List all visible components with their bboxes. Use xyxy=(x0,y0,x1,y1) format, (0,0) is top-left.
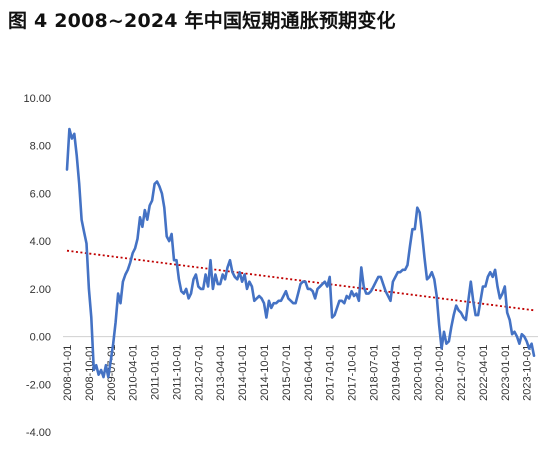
x-tick-label: 2016-04-01 xyxy=(303,345,315,401)
x-tick-label: 2023-01-01 xyxy=(500,345,512,401)
y-tick-label: 6.00 xyxy=(30,188,51,200)
x-tick-label: 2017-01-01 xyxy=(325,345,337,401)
x-tick-label: 2015-07-01 xyxy=(281,345,293,401)
x-tick-label: 2020-10-01 xyxy=(434,345,446,401)
x-tick-label: 2012-07-01 xyxy=(193,345,205,401)
x-tick-label: 2019-04-01 xyxy=(390,345,402,401)
x-axis-ticks: 2008-01-01 2008-10-01 2009-07-01 2010-04-01… xyxy=(62,345,534,401)
x-tick-label: 2011-10-01 xyxy=(171,345,183,400)
y-tick-label: -4.00 xyxy=(26,427,51,439)
x-tick-label: 2017-10-01 xyxy=(347,345,359,401)
x-tick-label: 2008-01-01 xyxy=(62,345,74,401)
x-tick-label: 2014-10-01 xyxy=(259,345,271,401)
x-tick-label: 2010-04-01 xyxy=(128,345,140,401)
y-tick-label: 2.00 xyxy=(30,284,51,296)
x-tick-label: 2013-04-01 xyxy=(215,345,227,401)
y-axis-ticks: 10.00 8.00 6.00 4.00 2.00 0.00 -2.00 -4.00 xyxy=(23,93,51,439)
x-tick-label: 2020-01-01 xyxy=(412,345,424,401)
y-tick-label: 0.00 xyxy=(30,332,51,344)
x-tick-label: 2022-04-01 xyxy=(478,345,490,401)
inflation-expectation-line xyxy=(65,127,536,379)
y-tick-label: 8.00 xyxy=(30,141,51,153)
x-tick-label: 2018-07-01 xyxy=(368,345,380,401)
trend-line xyxy=(66,249,535,312)
chart-title: 图 4 2008~2024 年中国短期通胀预期变化 xyxy=(8,10,396,32)
x-tick-label: 2014-01-01 xyxy=(237,345,249,401)
y-tick-label: 10.00 xyxy=(23,93,51,105)
x-tick-label: 2009-07-01 xyxy=(106,345,118,401)
x-tick-label: 2021-07-01 xyxy=(456,345,468,401)
x-tick-label: 2011-01-01 xyxy=(150,345,162,400)
y-tick-label: -2.00 xyxy=(26,379,51,391)
y-tick-label: 4.00 xyxy=(30,236,51,248)
x-tick-label: 2023-10-01 xyxy=(522,345,534,401)
